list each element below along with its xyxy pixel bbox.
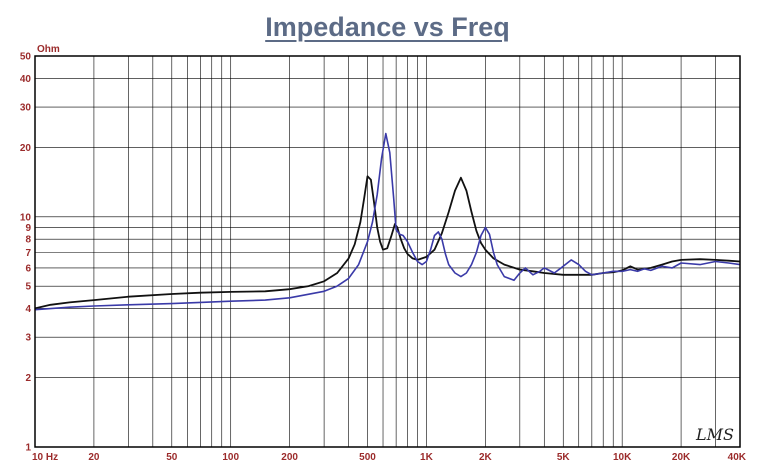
- y-tick-label: 8: [25, 235, 31, 246]
- y-tick-label: 40: [20, 74, 32, 85]
- y-tick-label: 9: [25, 223, 31, 234]
- y-tick-label: 4: [25, 304, 31, 315]
- y-tick-label: 5: [25, 282, 31, 293]
- y-tick-label: 30: [20, 103, 32, 114]
- y-tick-label: 10: [20, 212, 32, 223]
- x-tick-label: 20: [88, 452, 100, 463]
- y-tick-label: 20: [20, 143, 32, 154]
- x-tick-label: 100: [222, 452, 239, 463]
- x-tick-label: 40K: [728, 452, 747, 463]
- x-tick-label: 20K: [672, 452, 691, 463]
- chart-title: Impedance vs Freq: [265, 12, 510, 42]
- impedance-curve-1: [34, 175, 741, 310]
- y-tick-label: 1: [25, 443, 31, 454]
- x-tick-label: 10K: [613, 452, 632, 463]
- impedance-curve-2: [34, 132, 741, 311]
- x-tick-label: 2K: [479, 452, 493, 463]
- y-tick-label: 6: [25, 263, 31, 274]
- x-tick-label: 50: [166, 452, 178, 463]
- x-tick-label: 500: [359, 452, 376, 463]
- y-unit-label: Ohm: [37, 44, 60, 55]
- plot-frame: [34, 55, 741, 448]
- y-tick-label: 2: [25, 373, 31, 384]
- x-tick-label: 5K: [557, 452, 571, 463]
- x-tick-label: 10 Hz: [32, 452, 58, 463]
- y-tick-label: 3: [25, 333, 31, 344]
- y-tick-label: 50: [20, 52, 32, 63]
- y-tick-label: 7: [25, 248, 31, 259]
- lms-logo: LMS: [695, 425, 734, 444]
- x-tick-label: 1K: [420, 452, 434, 463]
- lms-logo-text: LMS: [695, 425, 734, 444]
- x-tick-label: 200: [281, 452, 298, 463]
- grid: [35, 56, 740, 447]
- impedance-curves: [34, 132, 741, 311]
